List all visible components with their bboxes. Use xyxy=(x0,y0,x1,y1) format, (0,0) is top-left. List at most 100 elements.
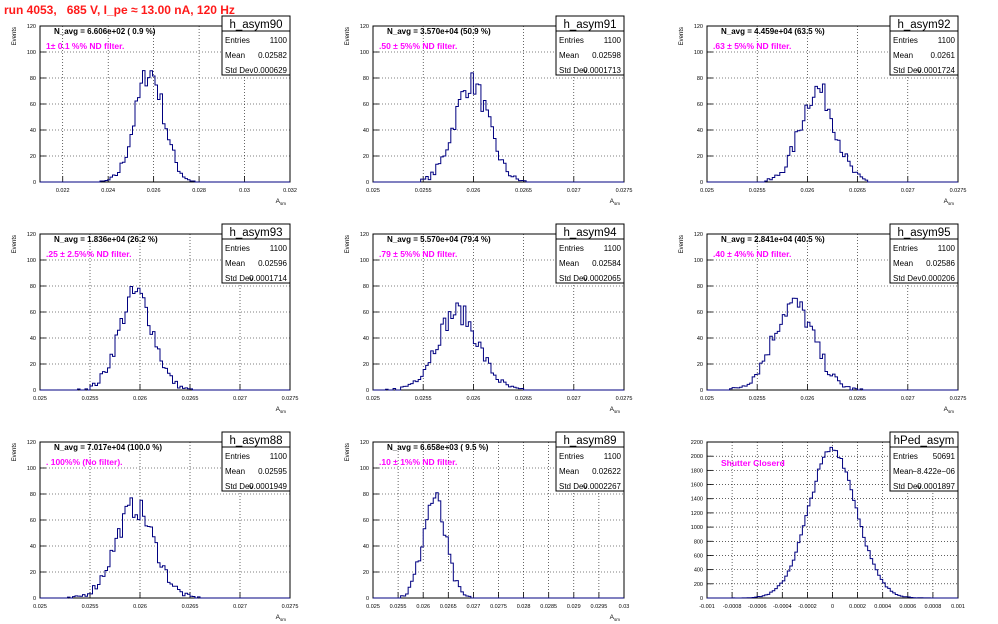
navg-label: N_avg = 6.658e+03 ( 9.5 %) xyxy=(387,443,489,452)
y-tick-label: 1600 xyxy=(691,483,703,489)
histogram-series xyxy=(40,285,290,391)
y-axis-label: Events xyxy=(12,443,18,461)
histogram-panel-h_asym95: 0.025 0.0255 0.026 0.0265 0.027 0.0275 0 20 40 60… xyxy=(679,223,966,414)
filter-note: .63 ± 5%% ND filter. xyxy=(713,41,791,51)
y-tick-label: 120 xyxy=(27,232,36,238)
y-axis-label: Events xyxy=(679,27,685,45)
x-axis-label: Asm xyxy=(944,198,955,206)
x-tick-label: 0.027 xyxy=(567,188,581,194)
histogram-panel-h_asym92: 0.025 0.0255 0.026 0.0265 0.027 0.0275 0 20 40 60… xyxy=(679,15,967,206)
stats-key: Entries xyxy=(225,244,250,253)
y-tick-label: 2200 xyxy=(691,440,703,446)
histogram-series xyxy=(40,70,290,183)
y-tick-label: 80 xyxy=(697,284,703,290)
y-tick-label: 20 xyxy=(30,154,36,160)
y-axis-label: Events xyxy=(679,235,685,253)
stats-value: 0.0001897 xyxy=(917,482,955,491)
x-tick-label: 0.028 xyxy=(192,188,206,194)
y-tick-label: 40 xyxy=(363,336,369,342)
stats-value: 0.02584 xyxy=(592,259,621,268)
stats-key: Std Dev xyxy=(893,274,921,283)
stats-key: Entries xyxy=(559,244,584,253)
stats-key: Entries xyxy=(225,452,250,461)
stats-key: Entries xyxy=(893,452,918,461)
x-axis-label: Asm xyxy=(610,198,621,206)
x-tick-label: -0.0008 xyxy=(723,604,742,610)
x-tick-label: 0.025 xyxy=(700,396,714,402)
stats-value: 1100 xyxy=(604,36,622,45)
stats-value: 0.0001724 xyxy=(917,66,955,75)
y-tick-label: 100 xyxy=(360,466,369,472)
x-tick-label: 0.0004 xyxy=(874,604,891,610)
histogram-panel-hPed_asym: -0.001 -0.0008 -0.0006 -0.0004 -0.0002 0 0.000… xyxy=(691,431,965,610)
x-tick-label: 0.024 xyxy=(101,188,115,194)
x-tick-label: 0.0275 xyxy=(950,188,967,194)
stats-value: 0.0001949 xyxy=(249,482,287,491)
stats-key: Std Dev xyxy=(559,274,587,283)
y-tick-label: 80 xyxy=(30,492,36,498)
stats-key: Mean xyxy=(559,51,579,60)
x-tick-label: 0.025 xyxy=(366,604,380,610)
stats-box xyxy=(555,223,625,284)
x-tick-label: 0.0275 xyxy=(282,604,299,610)
y-tick-label: 100 xyxy=(360,258,369,264)
histogram-series xyxy=(40,497,290,599)
x-tick-label: 0.0265 xyxy=(849,188,866,194)
stats-key: Mean xyxy=(559,467,579,476)
filter-note: .25 ± 2.5%% ND filter. xyxy=(46,249,131,259)
histogram-panel-h_asym90: 0.022 0.024 0.026 0.028 0.03 0.032 0 20 40 60 80 10… xyxy=(12,15,297,206)
y-tick-label: 0 xyxy=(366,596,369,602)
y-tick-label: 40 xyxy=(363,544,369,550)
y-tick-label: 40 xyxy=(697,128,703,134)
x-tick-label: 0.025 xyxy=(366,396,380,402)
x-tick-label: 0.022 xyxy=(56,188,70,194)
y-tick-label: 20 xyxy=(363,154,369,160)
y-tick-label: 60 xyxy=(30,518,36,524)
stats-key: Entries xyxy=(559,36,584,45)
stats-box xyxy=(221,15,291,76)
stats-key: Mean xyxy=(893,259,913,268)
filter-note: .79 ± 5%% ND filter. xyxy=(379,249,457,259)
stats-value: 0.02598 xyxy=(592,51,621,60)
y-tick-label: 1000 xyxy=(691,525,703,531)
y-tick-label: 40 xyxy=(363,128,369,134)
stats-box xyxy=(221,431,291,492)
filter-note: .40 ± 4%% ND filter. xyxy=(713,249,791,259)
x-tick-label: 0.027 xyxy=(901,188,915,194)
y-tick-label: 1200 xyxy=(691,511,703,517)
stats-value: 0.0001714 xyxy=(249,274,287,283)
y-tick-label: 100 xyxy=(694,50,703,56)
x-tick-label: 0.0255 xyxy=(82,396,99,402)
x-tick-label: 0.025 xyxy=(700,188,714,194)
stats-value: 0.02596 xyxy=(258,259,287,268)
stats-key: Std Dev xyxy=(559,66,587,75)
histogram-name: h_asym93 xyxy=(229,227,282,239)
stats-value: 0.02586 xyxy=(926,259,955,268)
y-tick-label: 80 xyxy=(363,284,369,290)
x-tick-label: 0.0265 xyxy=(849,396,866,402)
x-tick-label: -0.001 xyxy=(699,604,715,610)
stats-value: 1100 xyxy=(270,36,288,45)
y-tick-label: 100 xyxy=(27,258,36,264)
y-tick-label: 600 xyxy=(694,553,703,559)
y-tick-label: 60 xyxy=(30,102,36,108)
x-tick-label: 0.0275 xyxy=(616,396,633,402)
navg-label: N_avg = 2.841e+04 (40.5 %) xyxy=(721,235,825,244)
y-tick-label: 20 xyxy=(697,362,703,368)
filter-note: .50 ± 5%% ND filter. xyxy=(379,41,457,51)
x-tick-label: 0.025 xyxy=(33,396,47,402)
y-tick-label: 60 xyxy=(363,310,369,316)
y-tick-label: 100 xyxy=(27,50,36,56)
y-tick-label: 80 xyxy=(697,76,703,82)
y-tick-label: 60 xyxy=(697,102,703,108)
x-tick-label: 0.026 xyxy=(467,188,481,194)
run-title: run 4053, 685 V, I_pe ≈ 13.00 nA, 120 Hz xyxy=(4,3,235,17)
y-axis-label: Events xyxy=(345,235,351,253)
x-tick-label: 0.026 xyxy=(801,396,815,402)
stats-key: Std Dev xyxy=(225,66,253,75)
histogram-name: h_asym94 xyxy=(563,227,617,239)
y-tick-label: 80 xyxy=(30,284,36,290)
x-tick-label: 0.029 xyxy=(567,604,581,610)
histogram-name: h_asym91 xyxy=(563,19,616,31)
x-axis-label: Asm xyxy=(276,198,287,206)
